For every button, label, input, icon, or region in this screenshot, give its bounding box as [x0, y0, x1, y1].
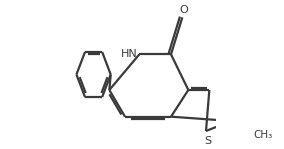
Text: CH₃: CH₃ [254, 130, 273, 140]
Text: HN: HN [120, 49, 137, 59]
Text: O: O [179, 5, 188, 15]
Text: S: S [204, 136, 211, 146]
